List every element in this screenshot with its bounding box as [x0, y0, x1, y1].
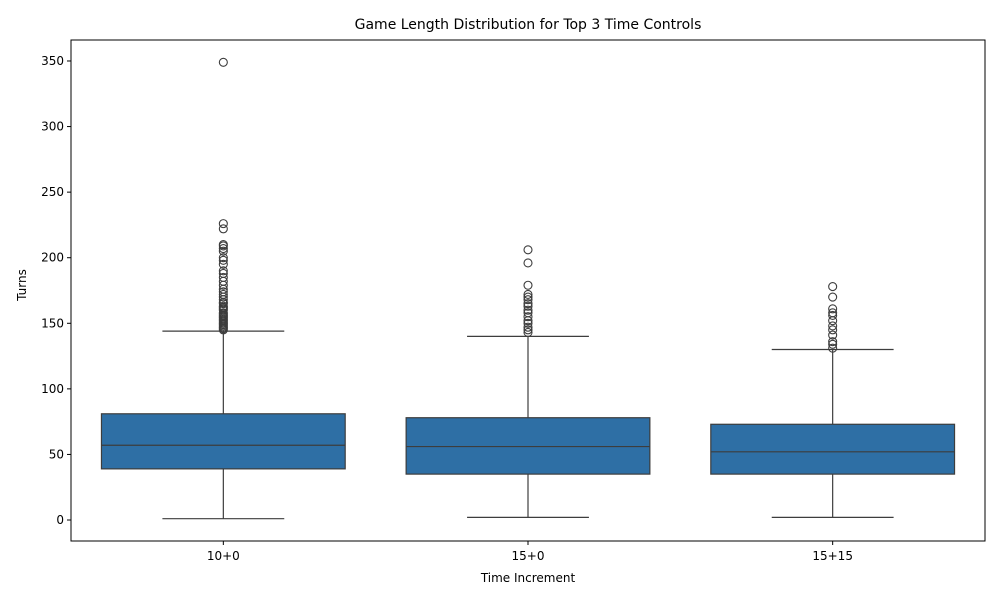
y-tick-label: 200 [41, 251, 64, 265]
outlier-point [523, 292, 533, 302]
y-tick-label: 0 [56, 513, 64, 527]
outlier-point [828, 337, 838, 347]
x-tick-label: 10+0 [207, 549, 240, 563]
outlier-point [218, 266, 228, 276]
y-tick-label: 300 [41, 120, 64, 134]
outlier-point [523, 325, 533, 335]
outlier-point [523, 280, 533, 290]
outlier-point [218, 246, 228, 256]
box-10+0 [100, 57, 346, 520]
y-tick-label: 100 [41, 382, 64, 396]
outlier-point [523, 312, 533, 322]
outlier-point [828, 325, 838, 335]
x-axis-label: Time Increment [480, 571, 576, 585]
outlier-point [523, 305, 533, 315]
outlier-point [828, 292, 838, 302]
y-tick-label: 50 [49, 447, 64, 461]
outlier-point [828, 321, 838, 331]
outlier-point [523, 318, 533, 328]
outlier-point [218, 243, 228, 254]
outlier-point [523, 301, 533, 311]
outlier-point [523, 308, 533, 318]
outlier-point [523, 258, 533, 268]
outlier-point [828, 330, 838, 340]
chart-title: Game Length Distribution for Top 3 Time … [355, 17, 702, 33]
box-15+0 [405, 245, 651, 518]
y-axis: 0 50 100 150 200 250 300 350 [41, 54, 71, 527]
outlier-point [218, 287, 228, 297]
plot-area [70, 39, 986, 542]
x-tick-label: 15+15 [812, 549, 853, 563]
outlier-point [828, 282, 838, 292]
box-iqr [100, 413, 346, 470]
box-iqr [710, 423, 956, 475]
outlier-point [218, 255, 228, 265]
outlier-point [218, 308, 228, 318]
outlier-point [218, 219, 228, 229]
outlier-point [828, 304, 838, 314]
outlier-point [218, 253, 228, 263]
outlier-point [828, 310, 838, 320]
y-tick-label: 250 [41, 185, 64, 199]
outlier-point [218, 301, 228, 311]
y-tick-label: 150 [41, 316, 64, 330]
x-axis: 10+0 15+0 15+15 [207, 541, 853, 563]
outlier-point [218, 272, 228, 282]
y-tick-label: 350 [41, 54, 64, 68]
outlier-point [218, 224, 228, 234]
outlier-point [523, 245, 533, 255]
box-15+15 [710, 282, 956, 518]
outlier-point [218, 57, 228, 67]
outlier-point [218, 268, 228, 279]
outlier-point [523, 295, 533, 305]
outlier-point [523, 289, 533, 299]
outlier-point [523, 299, 533, 309]
outlier-point [218, 289, 228, 299]
outlier-point [218, 259, 228, 269]
x-tick-label: 15+0 [512, 549, 545, 563]
outlier-point [828, 343, 838, 353]
outlier-point [828, 339, 838, 349]
outlier-point [523, 322, 533, 332]
box-iqr [405, 417, 651, 475]
outlier-point [828, 308, 838, 318]
outlier-point [218, 240, 228, 250]
y-axis-label: Turns [15, 269, 29, 302]
outlier-point [523, 327, 533, 338]
